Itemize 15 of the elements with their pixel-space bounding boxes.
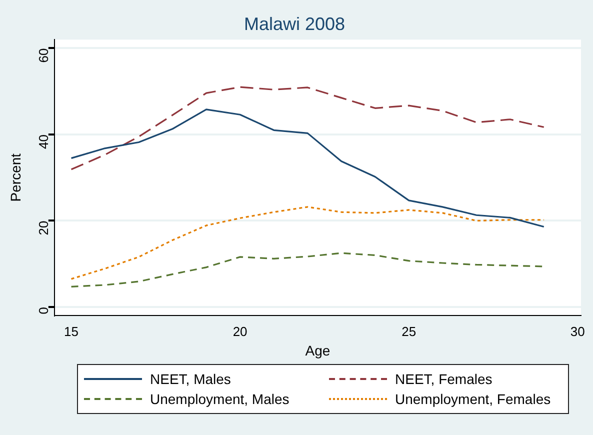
x-tick-label: 20 [232,324,248,339]
x-axis-title: Age [305,342,330,358]
x-tick-label: 30 [570,324,585,339]
y-tick-label: 60 [36,48,51,63]
legend-label: Unemployment, Females [395,391,551,407]
y-tick-label: 40 [36,134,51,149]
y-tick-label: 20 [36,220,51,236]
legend-label: Unemployment, Males [150,391,290,407]
legend-label: NEET, Males [150,371,231,387]
y-tick-label: 0 [36,306,51,314]
chart-title: Malawi 2008 [244,14,346,34]
legend-label: NEET, Females [395,371,492,387]
y-axis-title: Percent [7,153,24,202]
x-tick-label: 25 [402,324,416,339]
x-tick-label: 15 [64,324,79,339]
